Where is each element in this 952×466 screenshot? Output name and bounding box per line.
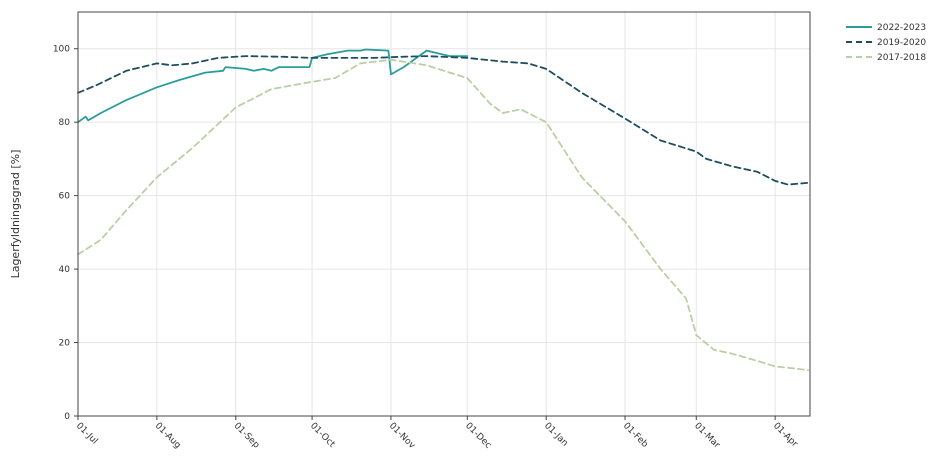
y-tick-label: 20 [59,339,71,349]
x-tick-label: 01-Jan [542,421,570,449]
x-tick-label: 01-Sep [232,421,262,451]
series-layer [77,48,810,371]
y-tick-label: 100 [53,45,70,55]
x-tick-label: 01-Aug [153,421,183,451]
x-tick-label: 01-Dec [463,421,493,451]
legend-label-2022-2023: 2022-2023 [877,23,926,33]
y-axis-title: Lagerfyldningsgrad [%] [9,150,22,279]
x-tick-label: 01-Jul [74,421,100,447]
x-tick-label: 01-Oct [308,421,337,450]
legend: 2022-2023 2019-2020 2017-2018 [846,23,926,63]
x-tick-label: 01-Nov [387,421,417,451]
y-tick-label: 80 [59,118,71,128]
legend-label-2017-2018: 2017-2018 [877,53,926,63]
legend-label-2019-2020: 2019-2020 [877,38,926,48]
series-line-2017-2018 [77,58,810,371]
plot-area-background [78,12,810,416]
y-tick-label: 60 [59,192,71,202]
series-line-2019-2020 [77,55,810,186]
x-tick-label: 01-Feb [621,421,650,450]
y-tick-label: 0 [64,412,70,422]
y-tick-label: 40 [59,265,71,275]
series-line-2022-2023 [77,48,469,124]
plot-area-frame [77,11,811,417]
x-tick-label: 01-Mar [692,421,722,451]
x-tick-label: 01-Apr [771,421,800,450]
